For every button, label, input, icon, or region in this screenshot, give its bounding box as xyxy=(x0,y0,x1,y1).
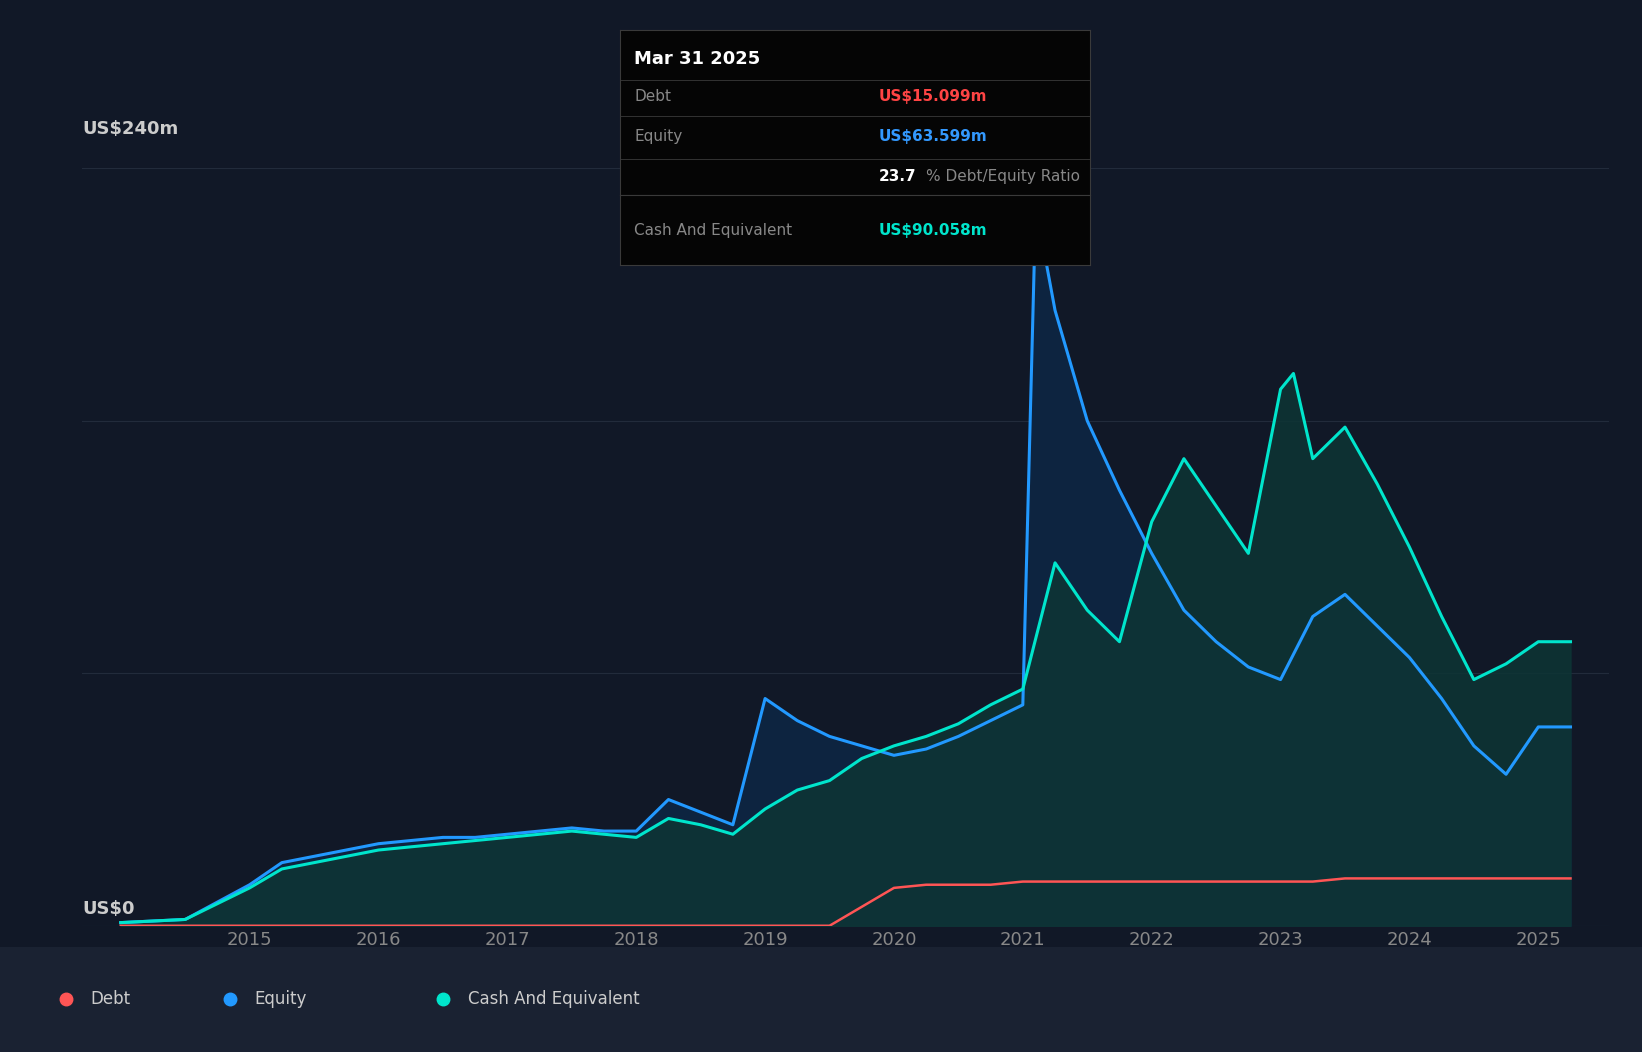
Text: 23.7: 23.7 xyxy=(878,168,916,183)
Text: Debt: Debt xyxy=(90,990,130,1009)
Text: Cash And Equivalent: Cash And Equivalent xyxy=(468,990,640,1009)
Text: Mar 31 2025: Mar 31 2025 xyxy=(634,49,760,67)
Text: Equity: Equity xyxy=(255,990,307,1009)
Text: Equity: Equity xyxy=(634,129,683,144)
Text: US$15.099m: US$15.099m xyxy=(878,89,987,104)
Text: Cash And Equivalent: Cash And Equivalent xyxy=(634,223,791,238)
Text: US$240m: US$240m xyxy=(82,120,179,138)
Text: US$0: US$0 xyxy=(82,901,135,918)
Text: Debt: Debt xyxy=(634,89,672,104)
Text: US$63.599m: US$63.599m xyxy=(878,129,987,144)
Text: % Debt/Equity Ratio: % Debt/Equity Ratio xyxy=(926,168,1079,183)
Text: US$90.058m: US$90.058m xyxy=(878,223,987,238)
